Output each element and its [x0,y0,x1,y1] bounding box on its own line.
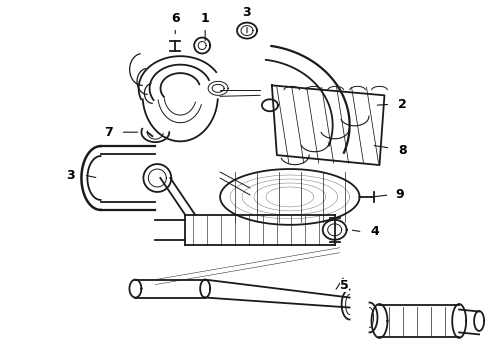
Text: 7: 7 [104,126,113,139]
Text: 3: 3 [66,168,75,181]
Text: 1: 1 [201,12,210,25]
Text: 6: 6 [171,12,179,25]
Text: 5: 5 [340,279,349,292]
Text: 3: 3 [243,6,251,19]
Text: 9: 9 [395,188,404,202]
Text: 2: 2 [398,98,407,111]
Text: 8: 8 [398,144,407,157]
Text: 4: 4 [370,225,379,238]
